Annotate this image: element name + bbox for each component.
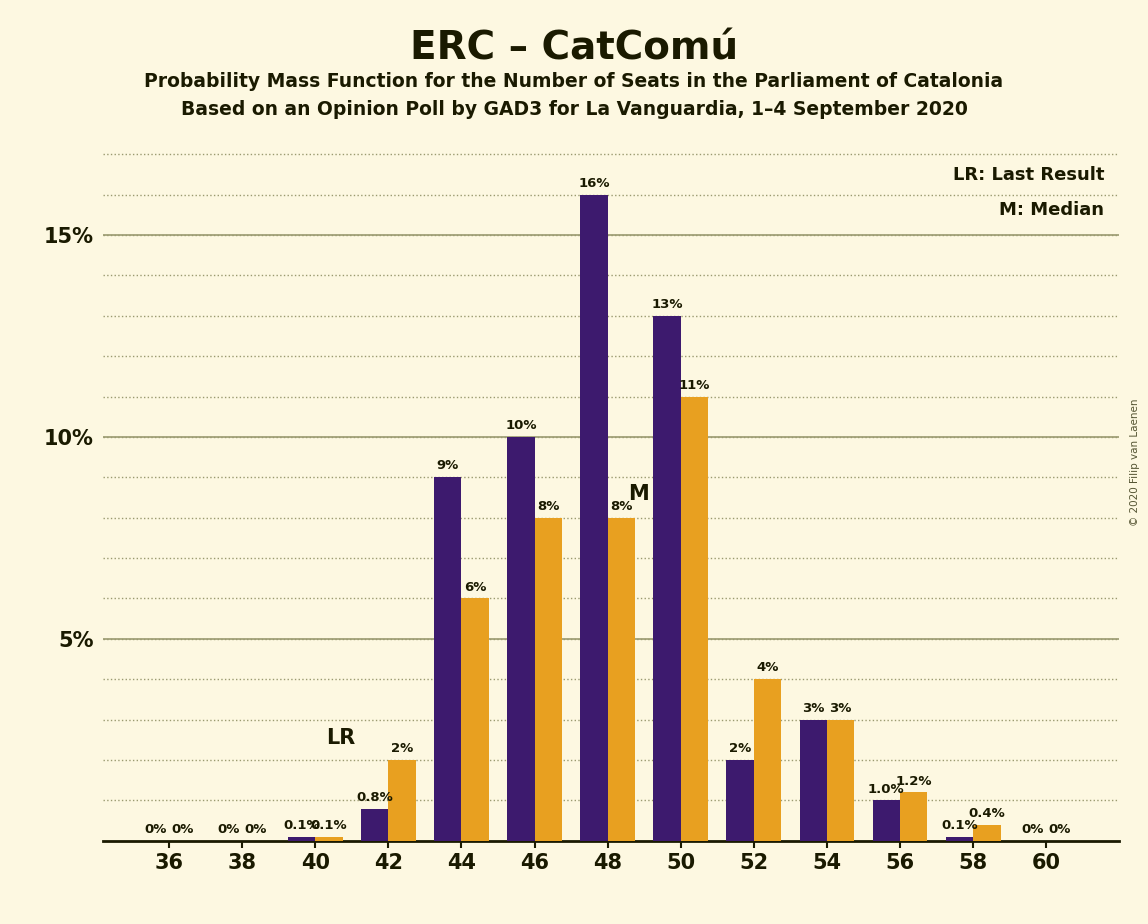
Text: 0.8%: 0.8% xyxy=(356,791,393,804)
Text: 9%: 9% xyxy=(436,459,459,472)
Text: LR: LR xyxy=(326,728,356,748)
Text: ERC – CatComú: ERC – CatComú xyxy=(410,30,738,67)
Bar xyxy=(727,760,754,841)
Text: 6%: 6% xyxy=(464,580,487,593)
Text: 0%: 0% xyxy=(245,823,267,836)
Text: Based on an Opinion Poll by GAD3 for La Vanguardia, 1–4 September 2020: Based on an Opinion Poll by GAD3 for La … xyxy=(180,100,968,119)
Text: © 2020 Filip van Laenen: © 2020 Filip van Laenen xyxy=(1130,398,1140,526)
Text: 8%: 8% xyxy=(611,500,633,513)
Text: 10%: 10% xyxy=(505,419,536,432)
Text: 4%: 4% xyxy=(757,662,778,675)
Text: 0%: 0% xyxy=(217,823,240,836)
Bar xyxy=(900,793,928,841)
Text: 2%: 2% xyxy=(729,742,751,755)
Bar xyxy=(653,316,681,841)
Text: 1.0%: 1.0% xyxy=(868,783,905,796)
Bar xyxy=(360,808,388,841)
Text: 0.1%: 0.1% xyxy=(284,819,320,832)
Text: 1.2%: 1.2% xyxy=(895,774,932,787)
Text: M: M xyxy=(628,483,649,504)
Bar xyxy=(507,437,535,841)
Text: 0.1%: 0.1% xyxy=(311,819,348,832)
Text: 3%: 3% xyxy=(802,702,824,715)
Text: 0.1%: 0.1% xyxy=(941,819,978,832)
Text: 11%: 11% xyxy=(678,379,711,392)
Text: 0.4%: 0.4% xyxy=(969,807,1006,820)
Bar xyxy=(580,195,607,841)
Bar xyxy=(288,837,316,841)
Text: 3%: 3% xyxy=(830,702,852,715)
Text: 0%: 0% xyxy=(171,823,194,836)
Bar xyxy=(946,837,974,841)
Bar xyxy=(535,517,563,841)
Text: 8%: 8% xyxy=(537,500,559,513)
Text: 13%: 13% xyxy=(651,298,683,310)
Bar xyxy=(434,478,461,841)
Text: 0%: 0% xyxy=(145,823,166,836)
Text: 0%: 0% xyxy=(1022,823,1044,836)
Text: 0%: 0% xyxy=(1049,823,1071,836)
Text: 16%: 16% xyxy=(579,176,610,189)
Bar xyxy=(799,720,827,841)
Text: 2%: 2% xyxy=(391,742,413,755)
Text: Probability Mass Function for the Number of Seats in the Parliament of Catalonia: Probability Mass Function for the Number… xyxy=(145,72,1003,91)
Bar xyxy=(461,599,489,841)
Bar xyxy=(754,679,782,841)
Bar xyxy=(872,800,900,841)
Bar xyxy=(388,760,416,841)
Bar xyxy=(827,720,854,841)
Bar xyxy=(316,837,343,841)
Text: LR: Last Result: LR: Last Result xyxy=(953,165,1104,184)
Text: M: Median: M: Median xyxy=(999,201,1104,219)
Bar xyxy=(974,825,1001,841)
Bar xyxy=(681,396,708,841)
Bar xyxy=(607,517,635,841)
